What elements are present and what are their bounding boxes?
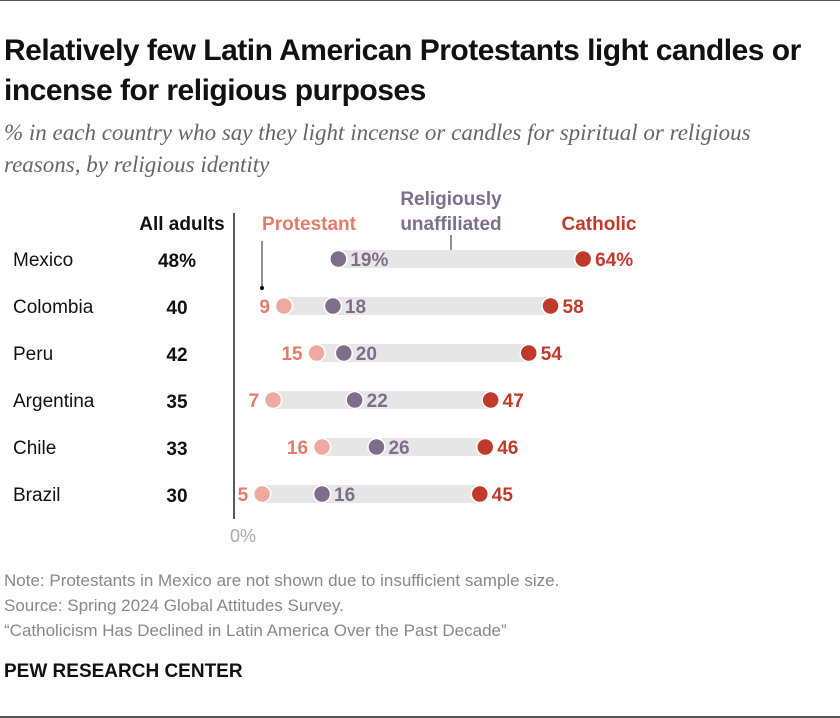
value-label-catholic: 54 [541,344,563,365]
dot-catholic [541,296,560,316]
range-bar [283,297,551,315]
value-label-unaffiliated: 20 [356,344,377,365]
range-bar [338,250,584,268]
legend-catholic: Catholic [562,214,637,235]
dot-unaffiliated [323,296,343,316]
value-label-protestant: 7 [249,391,260,412]
brand-logo-text: PEW RESEARCH CENTER [4,661,243,682]
dot-catholic [470,484,490,504]
dot-protestant [312,437,332,457]
all-adults-value: 35 [166,392,188,413]
legend-unaffiliated-line1: Religiously [400,189,502,210]
value-label-catholic: 64% [595,250,633,271]
value-label-unaffiliated: 19% [350,250,388,271]
dot-unaffiliated [345,390,364,410]
country-label: Brazil [13,485,61,506]
value-label-unaffiliated: 16 [334,485,355,506]
chart-title: Relatively few Latin American Protestant… [4,34,801,107]
value-label-protestant: 15 [281,344,303,365]
range-bar [316,344,529,362]
value-label-protestant: 9 [259,297,270,318]
dot-protestant [252,484,272,504]
dot-unaffiliated [329,249,348,269]
range-bar [322,438,486,456]
range-bar [273,391,491,409]
report-title: “Catholicism Has Declined in Latin Ameri… [4,621,507,640]
all-adults-value: 30 [166,486,187,507]
dot-protestant [307,343,326,363]
dot-unaffiliated [367,437,386,457]
dot-catholic [475,437,495,457]
country-label: Peru [13,344,53,365]
value-label-unaffiliated: 18 [345,297,366,318]
legend-protestant: Protestant [262,214,357,235]
legend-unaffiliated-line2: unaffiliated [400,214,501,235]
country-label: Chile [13,438,56,459]
value-label-protestant: 5 [238,485,249,506]
source-text: Source: Spring 2024 Global Attitudes Sur… [4,596,344,615]
value-label-catholic: 46 [497,438,518,459]
value-label-unaffiliated: 26 [388,438,409,459]
dot-catholic [481,390,500,410]
dot-protestant [263,390,283,410]
note-text: Note: Protestants in Mexico are not show… [4,571,560,590]
all-adults-header: All adults [139,214,225,235]
country-label: Mexico [13,250,73,271]
value-label-catholic: 45 [492,485,514,506]
country-label: Argentina [13,391,95,412]
all-adults-value: 42 [166,345,187,366]
bottom-rule [0,716,840,718]
value-label-protestant: 16 [287,438,308,459]
dot-unaffiliated [312,484,332,504]
axis-zero-label: 0% [230,526,256,546]
dot-plot: All adults Protestant Religiously unaffilia… [13,189,637,546]
dot-unaffiliated [334,343,354,363]
value-label-catholic: 58 [563,297,584,318]
country-label: Colombia [13,297,94,318]
notes: Note: Protestants in Mexico are not show… [4,568,559,643]
range-bar [262,485,480,503]
chart-subtitle: % in each country who say they light inc… [4,120,751,177]
value-label-unaffiliated: 22 [367,391,388,412]
value-label-catholic: 47 [503,391,524,412]
all-adults-value: 48% [158,251,196,272]
dot-protestant [274,296,294,316]
protestant-leader-dot [260,286,264,290]
all-adults-value: 33 [166,439,187,460]
dot-catholic [519,343,539,363]
dot-catholic [573,249,593,269]
all-adults-value: 40 [166,298,187,319]
